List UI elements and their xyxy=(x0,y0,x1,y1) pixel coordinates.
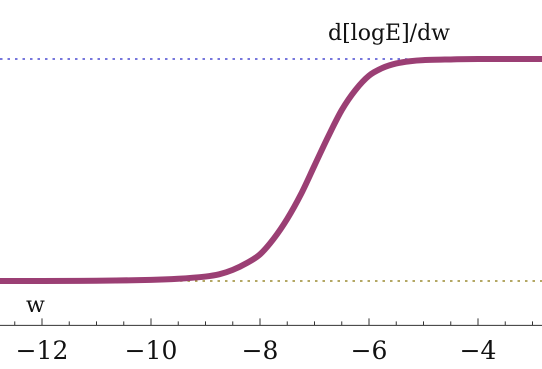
series-line xyxy=(0,55,542,285)
x-axis-label: w xyxy=(26,293,45,318)
x-tick-label: −8 xyxy=(242,336,279,365)
x-tick-label: −12 xyxy=(16,336,69,365)
y-axis-label: d[logE]/dw xyxy=(328,21,450,46)
reference-lines xyxy=(0,58,542,282)
x-tick-label: −4 xyxy=(460,336,497,365)
x-tick-label: −10 xyxy=(125,336,178,365)
x-ticks: −12−10−8−6−4−2 xyxy=(14,318,533,365)
x-tick-label: −6 xyxy=(351,336,388,365)
